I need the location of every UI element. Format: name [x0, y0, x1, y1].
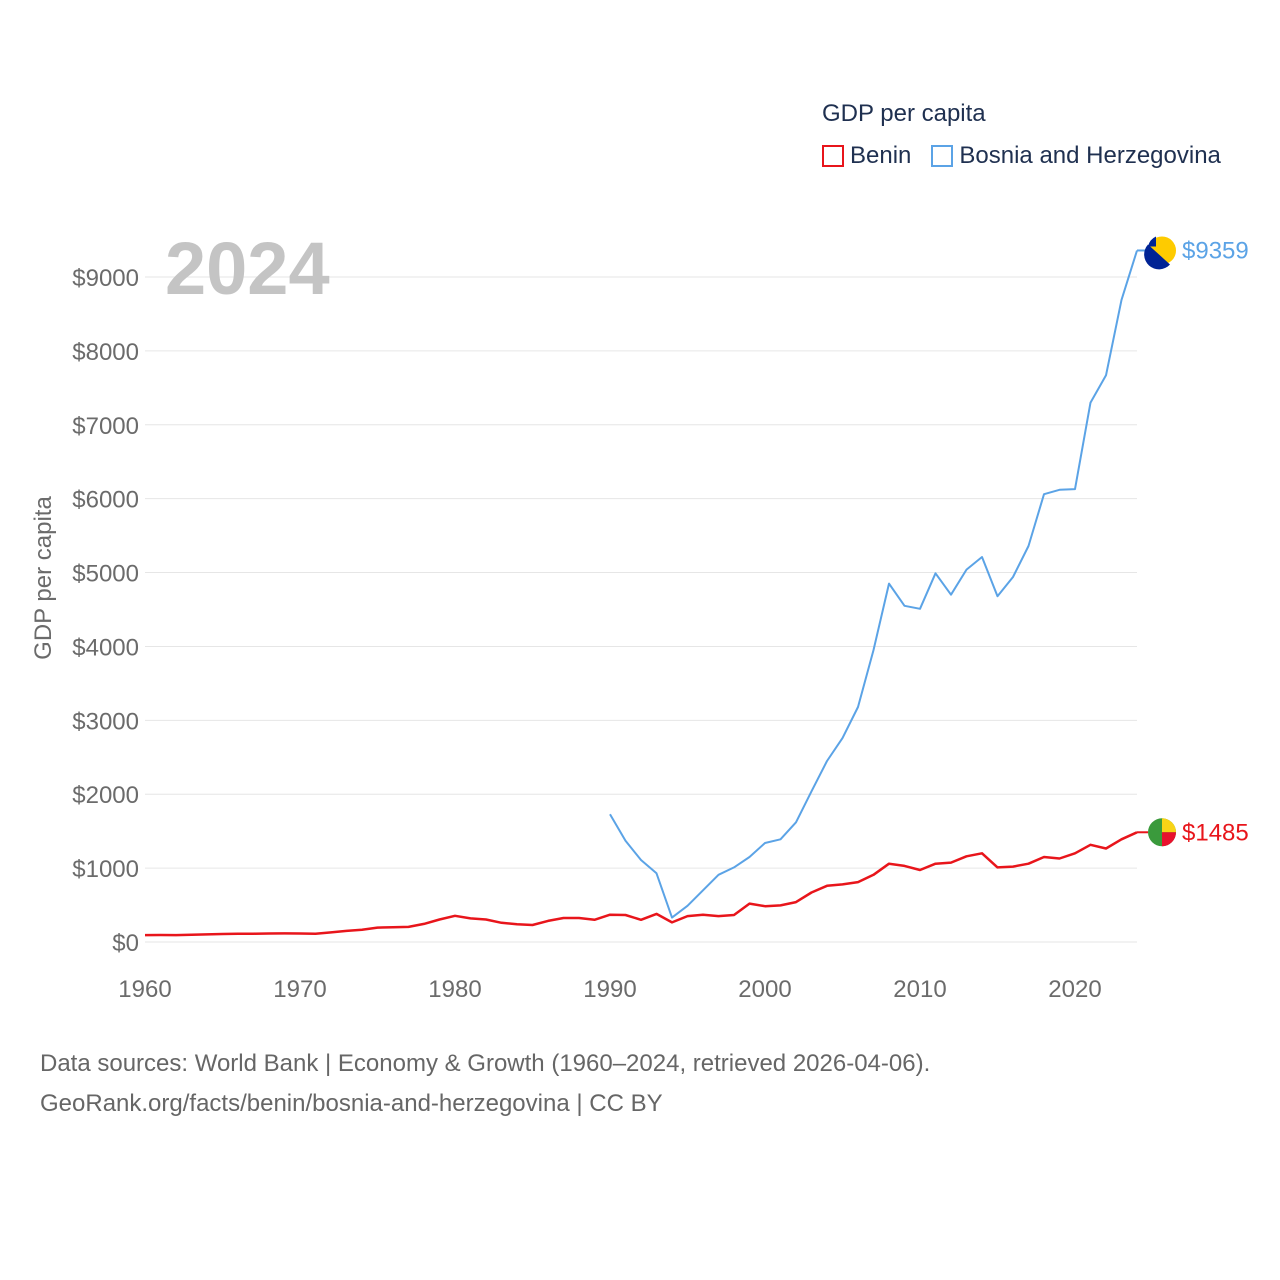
y-tick-label: $1000 [72, 856, 139, 883]
end-value-label-benin: $1485 [1182, 819, 1249, 846]
footer: Data sources: World Bank | Economy & Gro… [40, 1044, 930, 1124]
legend-label-bosnia: Bosnia and Herzegovina [959, 142, 1221, 169]
y-tick-label: $6000 [72, 487, 139, 514]
y-tick-label: $0 [112, 930, 139, 957]
y-axis-ticks: $0 $1000 $2000 $3000 $4000 $5000 $6000 $7000 $80… [72, 265, 139, 957]
current-year-label: 2024 [165, 227, 330, 310]
x-tick-label: 2010 [893, 976, 946, 1003]
end-markers: $1485 $9359 [1137, 236, 1249, 847]
x-tick-label: 2000 [738, 976, 791, 1003]
data-sources-text: Data sources: World Bank | Economy & Gro… [40, 1050, 931, 1077]
y-tick-label: $8000 [72, 339, 139, 366]
y-axis-label: GDP per capita [30, 496, 57, 660]
y-tick-label: $5000 [72, 561, 139, 588]
series-lines [144, 250, 1138, 937]
x-tick-label: 1990 [583, 976, 636, 1003]
series-line-bosnia [609, 250, 1138, 919]
x-tick-label: 1970 [273, 976, 326, 1003]
source-url-text[interactable]: GeoRank.org/facts/benin/bosnia-and-herze… [40, 1090, 663, 1117]
x-tick-label: 2020 [1048, 976, 1101, 1003]
flag-bosnia-blue [1144, 244, 1170, 270]
y-tick-label: $2000 [72, 782, 139, 809]
x-axis-ticks: 1960 1970 1980 1990 2000 2010 2020 [118, 976, 1101, 1003]
end-value-label-bosnia: $9359 [1182, 237, 1249, 264]
flag-benin-yellow [1162, 818, 1176, 833]
flag-bosnia-blue-top [1148, 236, 1156, 247]
benin-swatch [822, 145, 844, 167]
legend-item-benin[interactable]: Benin [822, 142, 911, 170]
x-tick-label: 1980 [428, 976, 481, 1003]
y-tick-label: $3000 [72, 708, 139, 735]
series-line-benin [144, 831, 1138, 937]
legend-title: GDP per capita [822, 100, 986, 127]
legend-label-benin: Benin [850, 142, 912, 169]
y-tick-label: $4000 [72, 634, 139, 661]
grid-lines [145, 276, 1137, 943]
legend: Benin Bosnia and Herzegovina [822, 142, 1241, 170]
flag-benin-red [1162, 832, 1176, 847]
x-tick-label: 1960 [118, 976, 171, 1003]
y-tick-label: $7000 [72, 413, 139, 440]
legend-item-bosnia[interactable]: Bosnia and Herzegovina [931, 142, 1221, 170]
y-tick-label: $9000 [72, 265, 139, 292]
bosnia-swatch [931, 145, 954, 167]
